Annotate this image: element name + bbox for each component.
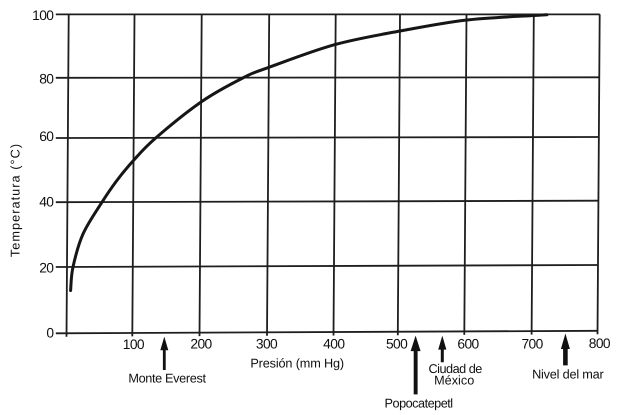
svg-text:300: 300 (256, 337, 278, 352)
svg-text:Popocatepetl: Popocatepetl (385, 396, 453, 410)
svg-text:Ciudad de: Ciudad de (429, 362, 483, 376)
svg-text:Temperatura (°C): Temperatura (°C) (9, 143, 23, 257)
svg-text:200: 200 (190, 337, 212, 352)
svg-text:80: 80 (39, 72, 54, 87)
svg-text:100: 100 (123, 337, 145, 352)
svg-text:500: 500 (386, 337, 408, 352)
svg-text:600: 600 (457, 336, 479, 351)
svg-text:México: México (434, 374, 474, 388)
svg-text:Presión (mm Hg): Presión (mm Hg) (250, 356, 344, 370)
svg-text:40: 40 (39, 195, 54, 210)
svg-text:Monte Everest: Monte Everest (128, 371, 206, 385)
svg-text:20: 20 (39, 260, 54, 275)
svg-text:0: 0 (46, 326, 54, 341)
svg-text:Nivel del mar: Nivel del mar (532, 368, 604, 382)
svg-text:100: 100 (32, 8, 54, 23)
svg-text:60: 60 (39, 129, 54, 144)
svg-text:700: 700 (521, 336, 543, 351)
svg-text:400: 400 (323, 337, 345, 352)
svg-text:800: 800 (589, 336, 611, 351)
